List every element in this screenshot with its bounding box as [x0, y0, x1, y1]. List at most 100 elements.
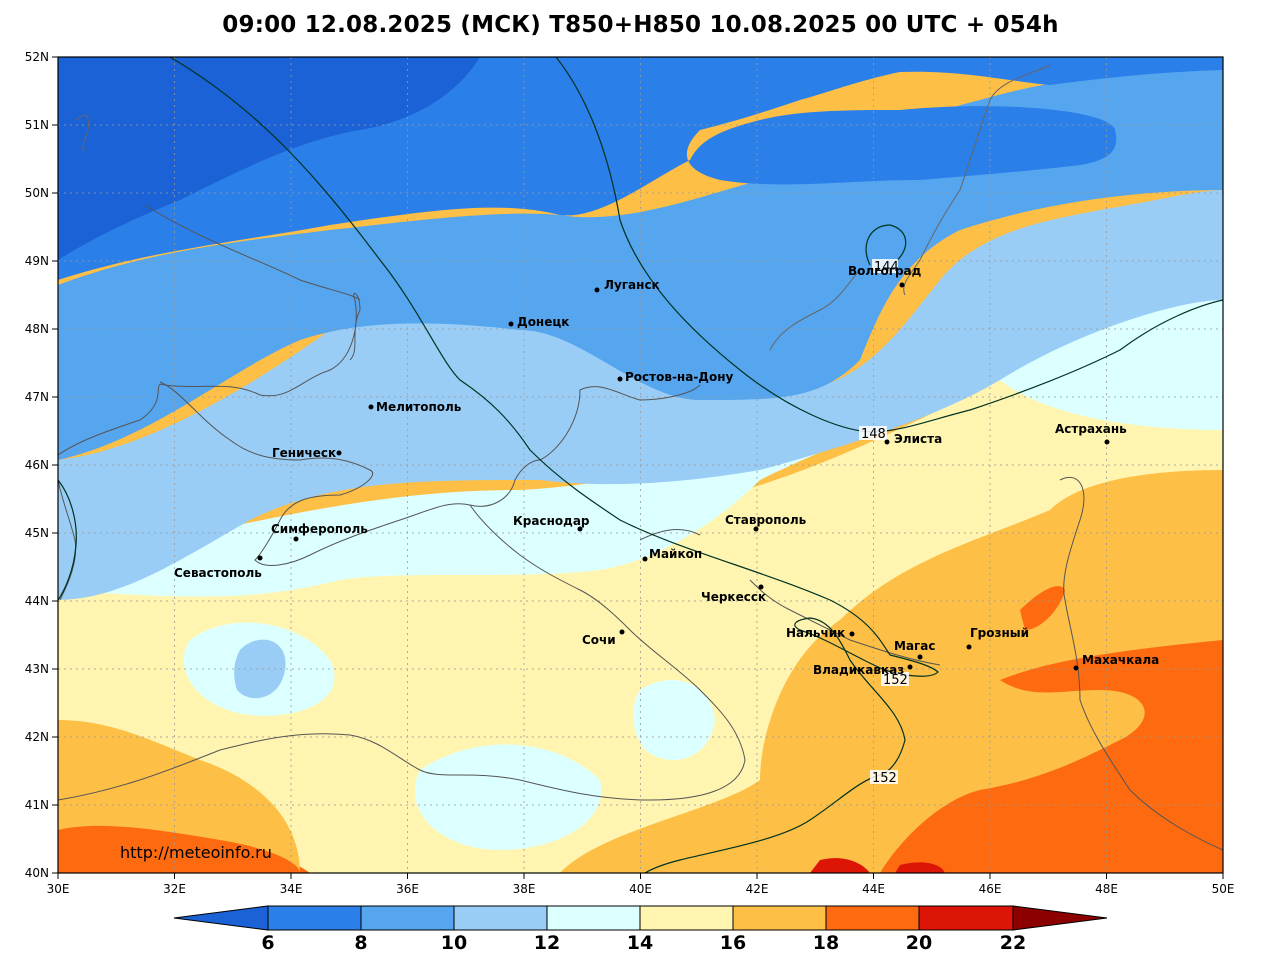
lat-tick-label: 43N — [25, 662, 49, 676]
lat-tick-label: 47N — [25, 390, 49, 404]
colorbar-label: 22 — [1000, 932, 1026, 954]
colorbar-label: 16 — [720, 932, 746, 954]
colorbar-label: 14 — [627, 932, 653, 954]
city-marker — [966, 644, 972, 650]
city-label-maikop: Майкоп — [649, 547, 702, 561]
colorbar-label: 12 — [534, 932, 560, 954]
city-marker — [917, 654, 923, 660]
city-label-simferopol: Симферополь — [271, 522, 368, 536]
city-marker — [884, 439, 890, 445]
city-marker — [758, 584, 764, 590]
grid — [58, 57, 1223, 873]
city-marker — [642, 556, 648, 562]
lat-tick-label: 44N — [25, 594, 49, 608]
rivers — [74, 64, 1051, 351]
city-label-cherkessk: Черкесск — [701, 590, 766, 604]
city-label-volgograd: Волгоград — [848, 264, 922, 278]
isoline-label-144: 144 — [874, 260, 899, 275]
city-label-grozny: Грозный — [970, 626, 1029, 640]
city-marker — [293, 536, 299, 542]
longitude-labels: 30E 32E 34E 36E 38E 40E 42E 44E 46E 48E … — [47, 882, 1235, 896]
geopotential-isolines — [58, 57, 1223, 873]
city-label-krasnodar: Краснодар — [513, 514, 590, 528]
colorbar-label: 8 — [354, 932, 367, 954]
lat-tick-label: 51N — [25, 118, 49, 132]
cities: Волгоград Луганск Донецк Ростов-на-Дону … — [174, 264, 1159, 677]
colorbar-arrow-low — [173, 905, 269, 931]
coastlines — [58, 204, 1223, 851]
colorbar-segment — [732, 905, 827, 931]
map-title: 09:00 12.08.2025 (МСК) T850+H850 10.08.2… — [222, 12, 1059, 38]
city-label-makhachkala: Махачкала — [1082, 653, 1159, 667]
city-marker — [907, 664, 913, 670]
city-label-elista: Элиста — [894, 432, 942, 446]
colorbar-label: 6 — [261, 932, 274, 954]
city-marker — [508, 321, 514, 327]
city-marker — [1073, 665, 1079, 671]
lat-tick-label: 41N — [25, 798, 49, 812]
lat-tick-label: 45N — [25, 526, 49, 540]
city-label-melitopol: Мелитополь — [376, 400, 462, 414]
city-marker — [619, 629, 625, 635]
city-label-lugansk: Луганск — [604, 278, 660, 292]
lon-tick-label: 40E — [629, 882, 652, 896]
isoline-label-148: 148 — [861, 427, 886, 442]
city-marker — [1104, 439, 1110, 445]
isoline-labels: 144 148 152 152 — [859, 259, 909, 786]
lon-tick-label: 42E — [746, 882, 769, 896]
city-marker — [594, 287, 600, 293]
city-label-nalchik: Нальчик — [786, 626, 845, 640]
lat-tick-label: 48N — [25, 322, 49, 336]
colorbar-segment — [825, 905, 920, 931]
lon-tick-label: 32E — [163, 882, 186, 896]
city-label-donetsk: Донецк — [517, 315, 569, 329]
lon-tick-label: 46E — [979, 882, 1002, 896]
city-marker — [257, 555, 263, 561]
lat-tick-label: 42N — [25, 730, 49, 744]
city-label-vladikavkaz: Владикавказ — [813, 663, 904, 677]
colorbar-segment — [918, 905, 1014, 931]
city-marker — [849, 631, 855, 637]
colorbar-segment — [546, 905, 641, 931]
city-label-sochi: Сочи — [582, 633, 616, 647]
colorbar-segment — [360, 905, 455, 931]
lon-tick-label: 44E — [862, 882, 885, 896]
colorbar: 6 8 10 12 14 16 18 20 22 — [173, 905, 1108, 954]
isoline-label-152: 152 — [872, 771, 897, 786]
city-label-stavropol: Ставрополь — [725, 513, 807, 527]
lon-tick-label: 30E — [47, 882, 70, 896]
city-marker — [577, 526, 583, 532]
latitude-labels: 40N 41N 42N 43N 44N 45N 46N 47N 48N 49N … — [25, 50, 49, 880]
city-label-genichesk: Геническ — [272, 446, 336, 460]
watermark-url: http://meteoinfo.ru — [120, 843, 272, 862]
lon-tick-label: 50E — [1212, 882, 1235, 896]
city-label-sevastopol: Севастополь — [174, 566, 262, 580]
city-marker — [899, 282, 905, 288]
lat-tick-label: 50N — [25, 186, 49, 200]
city-label-rostov: Ростов-на-Дону — [625, 370, 734, 384]
city-label-astrakhan: Астрахань — [1055, 422, 1127, 436]
city-label-magas: Магас — [894, 639, 936, 653]
colorbar-label: 10 — [441, 932, 467, 954]
colorbar-label: 18 — [813, 932, 839, 954]
lat-tick-label: 40N — [25, 866, 49, 880]
colorbar-segment — [453, 905, 548, 931]
isoline-label-152: 152 — [883, 673, 908, 688]
colorbar-segment — [639, 905, 734, 931]
lon-tick-label: 38E — [513, 882, 536, 896]
tick-marks — [52, 56, 1224, 879]
city-marker — [617, 376, 623, 382]
lon-tick-label: 48E — [1095, 882, 1118, 896]
lat-tick-label: 49N — [25, 254, 49, 268]
lon-tick-label: 34E — [280, 882, 303, 896]
city-marker — [753, 526, 759, 532]
city-marker — [368, 404, 374, 410]
lat-tick-label: 52N — [25, 50, 49, 64]
lat-tick-label: 46N — [25, 458, 49, 472]
colorbar-arrow-high — [1012, 905, 1108, 931]
lon-tick-label: 36E — [396, 882, 419, 896]
city-marker — [336, 450, 342, 456]
colorbar-segment — [267, 905, 362, 931]
colorbar-label: 20 — [906, 932, 932, 954]
